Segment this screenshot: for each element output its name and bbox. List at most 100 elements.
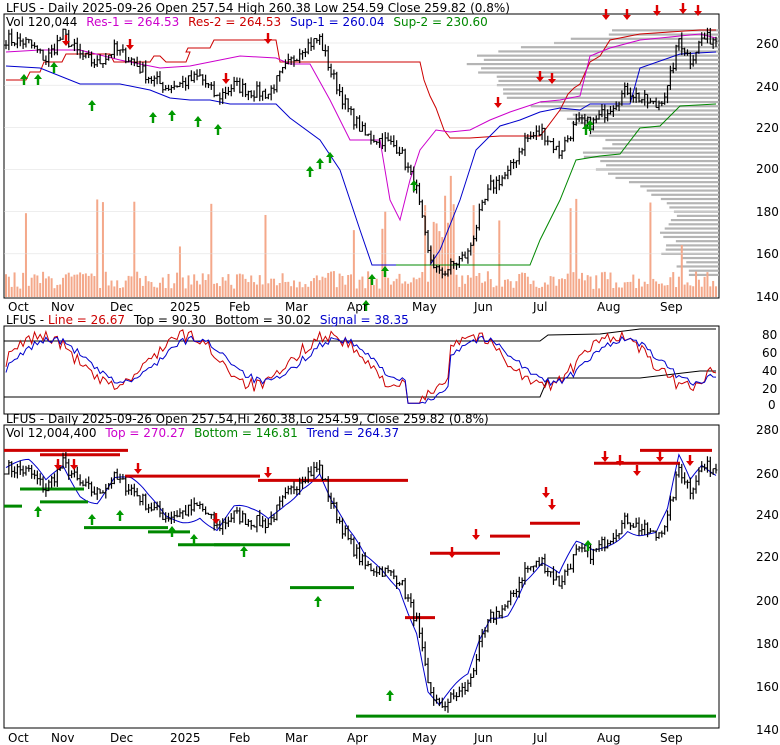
buy-arrow (190, 534, 198, 539)
volume-bar (492, 287, 495, 297)
volume-bar (484, 281, 487, 297)
sell-arrow-shaft (450, 547, 454, 553)
volume-bar (104, 271, 107, 297)
volume-bar (136, 271, 139, 297)
volume-profile-bar (686, 261, 719, 264)
volume-bar (535, 286, 538, 297)
volume-bar (50, 278, 53, 297)
sell-arrow-shaft (635, 465, 639, 471)
x-tick-label: Jun (473, 731, 493, 745)
volume-bar (39, 283, 42, 297)
volume-bar (495, 285, 498, 297)
volume-profile-bar (628, 181, 719, 184)
volume-bar (683, 284, 686, 297)
x-tick-label: Nov (51, 300, 74, 314)
volume-profile-bar (571, 122, 719, 125)
volume-bar (79, 272, 82, 297)
x-tick-label: Mar (285, 300, 308, 314)
volume-bar (638, 278, 641, 297)
volume-bar (529, 284, 532, 297)
y-tick-label: 40 (762, 364, 777, 378)
trend-signal-arrows (34, 451, 694, 701)
volume-bar (472, 205, 475, 297)
volume-bar (153, 286, 156, 297)
volume-bar (455, 274, 458, 297)
volume-bar (640, 286, 643, 297)
volume-profile-bar (646, 189, 719, 192)
buy-arrow-shaft (118, 515, 122, 521)
volume-profile-bar (664, 227, 719, 230)
sell-arrow-shaft (625, 9, 629, 15)
sell-arrow-shaft (538, 71, 542, 77)
volume-bar (598, 288, 601, 297)
volume-profile-bar (496, 75, 719, 78)
volume-bar (427, 281, 430, 297)
trend-lines (4, 448, 717, 718)
buy-arrow (50, 62, 58, 67)
volume-bar (350, 274, 353, 297)
volume-bar (575, 198, 578, 297)
buy-arrow-shaft (36, 511, 40, 517)
y-tick-label: 260 (756, 37, 779, 51)
sell-arrow-shaft (655, 5, 659, 11)
volume-bar (523, 272, 526, 297)
volume-bar (552, 276, 555, 297)
volume-bar (207, 274, 210, 297)
volume-bar (216, 283, 219, 297)
volume-profile-bar (688, 273, 719, 277)
volume-bar (415, 279, 418, 297)
volume-bar (352, 230, 355, 297)
osc-line-label: Line = 26.67 (48, 313, 125, 327)
volume-bar (290, 286, 293, 297)
volume-bar (42, 271, 45, 297)
sell-arrow-shaft (658, 451, 662, 457)
volume-bar (27, 285, 30, 297)
volume-bar (478, 272, 481, 297)
sell-arrow (686, 461, 694, 466)
sell-arrow (264, 473, 272, 478)
volume-bar (267, 283, 270, 297)
volume-bar (549, 276, 552, 297)
buy-arrow (582, 124, 590, 129)
trend-panel-legend: Vol 12,004,400 Top = 270.27 Bottom = 146… (6, 426, 399, 440)
oscillator-legend: LFUS - Line = 26.67 Top = 90.30 Bottom =… (6, 313, 409, 327)
volume-bar (76, 274, 79, 297)
buy-arrow-shaft (170, 531, 174, 537)
sell-arrow (212, 519, 220, 524)
volume-bar (250, 275, 253, 297)
volume-bar (635, 288, 638, 297)
buy-arrow-shaft (328, 157, 332, 163)
volume-profile-bar (676, 265, 719, 268)
volume-bar (458, 286, 461, 297)
buy-arrow (240, 546, 248, 551)
volume-bar (646, 284, 649, 297)
volume-profile-bar (612, 29, 719, 32)
volume-bar (392, 281, 395, 297)
sell-arrow (548, 79, 556, 84)
buy-arrow (584, 540, 592, 545)
volume-bar (133, 201, 136, 297)
y-tick-label: 280 (756, 423, 779, 437)
x-tick-label: 2025 (170, 731, 201, 745)
volume-bar (401, 283, 404, 297)
volume-profile-bar (591, 130, 719, 133)
buy-arrow (149, 112, 157, 117)
sell-arrow (134, 469, 142, 474)
vol-label: Vol 120,044 (6, 15, 77, 29)
volume-bar (295, 287, 298, 297)
x-tick-label: Aug (597, 731, 620, 745)
y-tick-label: 260 (756, 467, 779, 481)
volume-bar (187, 275, 190, 297)
sell-arrow-shaft (544, 487, 548, 493)
volume-bar (512, 287, 515, 297)
sell-arrow-shaft (496, 97, 500, 103)
buy-arrow-shaft (90, 105, 94, 111)
volume-bar (375, 278, 378, 297)
osc-bottom-label: Bottom = 30.02 (215, 313, 311, 327)
sell-arrow-shaft (550, 73, 554, 79)
signal-arrows (20, 3, 702, 311)
sell-arrow-shaft (64, 35, 68, 41)
sell-arrow-shaft (604, 9, 608, 15)
volume-bar (615, 282, 618, 297)
x-tick-label: Apr (347, 731, 368, 745)
